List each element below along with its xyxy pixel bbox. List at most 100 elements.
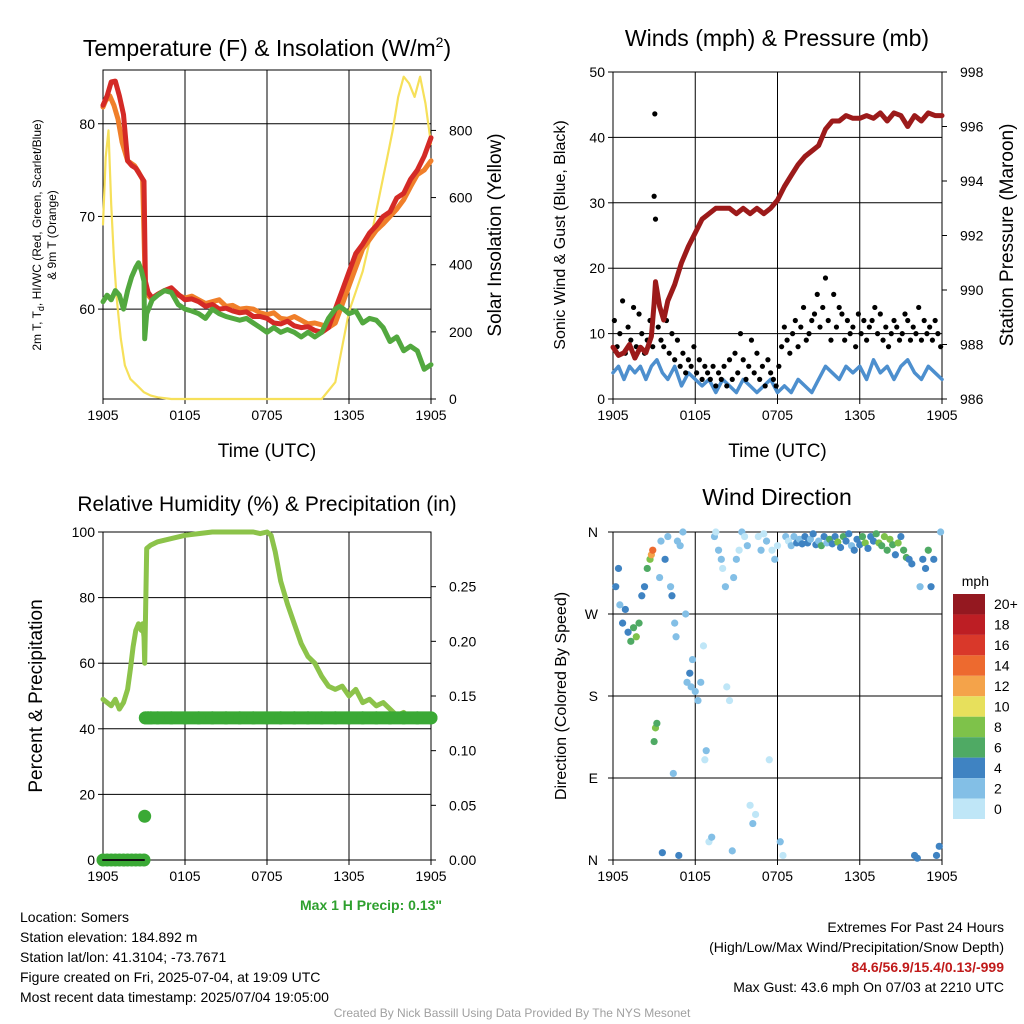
- direction-point: [762, 537, 771, 545]
- direction-point: [664, 532, 672, 541]
- gust-point: [902, 311, 908, 317]
- direction-point: [725, 696, 734, 705]
- gust-point: [666, 350, 672, 356]
- direction-point: [749, 819, 757, 828]
- x-tick-label: 1905: [87, 407, 118, 423]
- gust-point: [639, 331, 645, 337]
- y-tick-label-right: 0.20: [449, 633, 476, 649]
- x-tick-label: 0705: [762, 868, 793, 884]
- colorbar-swatch: [953, 737, 985, 758]
- precip-point: [260, 711, 274, 725]
- gust-point: [735, 370, 741, 376]
- y-tick-label-left: 0: [87, 852, 95, 868]
- precip-point: [315, 711, 329, 725]
- gust-point: [795, 344, 801, 350]
- gust-point: [710, 363, 716, 369]
- precip-point: [151, 711, 165, 725]
- y-tick-label-left: 80: [79, 116, 95, 132]
- gust-point: [773, 383, 779, 389]
- direction-point: [880, 532, 889, 541]
- y-tick-label-left: 80: [79, 590, 95, 606]
- extremes-values: 84.6/56.9/15.4/0.13/-999: [851, 959, 1004, 975]
- gust-point: [683, 370, 689, 376]
- colorbar-swatch: [953, 634, 985, 656]
- y-tick-label-left: 60: [79, 301, 95, 317]
- gust-point: [636, 311, 642, 317]
- gust-point: [825, 317, 831, 324]
- gust-point: [737, 331, 744, 337]
- gust-point: [907, 337, 914, 343]
- colorbar-swatch: [953, 614, 985, 635]
- colorbar-label: 18: [994, 617, 1010, 633]
- max-precip-label: Max 1 H Precip: 0.13": [300, 897, 443, 913]
- gust-point: [704, 370, 711, 376]
- gust-point: [611, 317, 617, 324]
- x-tick-label: 1905: [597, 407, 628, 423]
- gust-point: [721, 363, 727, 369]
- direction-point: [694, 696, 702, 705]
- wind-ylabel: Sonic Wind & Gust (Blue, Black): [552, 120, 569, 349]
- direction-point: [666, 583, 675, 591]
- direction-point: [691, 687, 699, 696]
- direction-point: [743, 542, 751, 550]
- colorbar-swatch: [953, 675, 985, 697]
- direction-point: [657, 537, 665, 545]
- y-tick-label-right: 990: [960, 282, 984, 298]
- direction-point: [820, 532, 828, 541]
- direction-ylabel: Direction (Colored By Speed): [553, 592, 570, 800]
- gust-point: [669, 331, 675, 337]
- x-tick-label: 0105: [680, 407, 711, 423]
- gust-point: [828, 337, 834, 343]
- direction-point: [801, 532, 809, 541]
- gust-point: [864, 337, 870, 343]
- direction-point: [913, 854, 921, 862]
- colorbar-swatch: [953, 716, 985, 738]
- precip-point: [274, 711, 288, 725]
- direction-point: [891, 551, 899, 559]
- direction-point: [779, 851, 787, 860]
- direction-point: [699, 642, 708, 650]
- gust-point: [847, 331, 853, 337]
- precip-point: [287, 711, 301, 725]
- x-axis-label: Time (UTC): [728, 441, 827, 462]
- gust-point: [891, 317, 897, 324]
- gust-point: [625, 324, 631, 330]
- gust-point: [768, 370, 774, 376]
- y-tick-label-right: 0.05: [449, 797, 476, 813]
- y-tick-label-right: 0.25: [449, 579, 476, 595]
- colorbar-swatch: [953, 696, 985, 717]
- gust-point: [677, 363, 683, 369]
- x-tick-label: 0705: [762, 407, 793, 423]
- direction-point: [760, 530, 768, 538]
- y-tick-label-right: 994: [960, 173, 984, 189]
- winds-panel: Winds (mph) & Pressure (mb) 0 10 20 30 40 50 98…: [552, 25, 1018, 462]
- colorbar-label: 2: [994, 780, 1002, 796]
- y-tick-label-left: 70: [79, 208, 95, 224]
- gust-point: [880, 337, 886, 343]
- direction-point: [919, 555, 927, 563]
- direction-point: [932, 851, 941, 860]
- x-tick-label: 1905: [415, 407, 446, 423]
- gust-point: [861, 317, 867, 324]
- gust-point: [754, 350, 760, 356]
- y-tick-label-left: 30: [589, 195, 605, 211]
- direction-point: [629, 624, 638, 632]
- y-tick-label-left: 40: [79, 721, 95, 737]
- gust-point: [858, 331, 864, 337]
- gust-point: [630, 304, 637, 311]
- gust-point: [651, 193, 657, 199]
- direction-point: [817, 542, 825, 550]
- elevation-line: Station elevation: 184.892 m: [20, 929, 198, 945]
- gust-point: [765, 357, 771, 363]
- direction-point: [850, 546, 858, 554]
- direction-point: [765, 756, 773, 764]
- gust-point: [798, 324, 804, 330]
- gust-point: [617, 331, 623, 337]
- gust-point: [694, 370, 700, 376]
- gust-point: [916, 304, 922, 311]
- gust-point: [729, 376, 735, 382]
- direction-point: [672, 633, 680, 641]
- direction-point: [686, 669, 694, 677]
- direction-point: [708, 833, 716, 841]
